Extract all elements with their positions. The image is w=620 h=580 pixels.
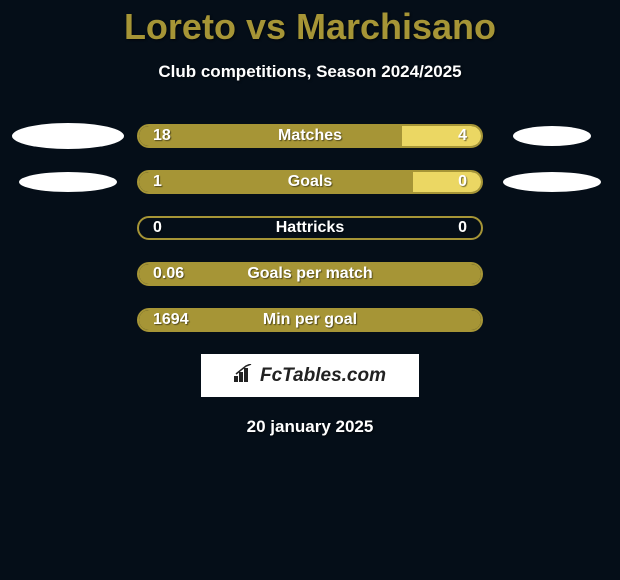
stat-row: 1Goals0 xyxy=(0,170,620,194)
right-ellipse-slot xyxy=(493,126,611,146)
right-ellipse xyxy=(513,126,591,146)
left-ellipse xyxy=(12,123,124,149)
logo-text: FcTables.com xyxy=(260,365,386,387)
date-text: 20 january 2025 xyxy=(0,417,620,437)
right-ellipse xyxy=(503,172,601,192)
stat-row: 0.06Goals per match xyxy=(0,262,620,286)
stat-bar: 18Matches4 xyxy=(137,124,483,148)
stats-container: 18Matches41Goals00Hattricks00.06Goals pe… xyxy=(0,124,620,332)
player1-name: Loreto xyxy=(124,6,236,47)
fctables-logo[interactable]: FcTables.com xyxy=(201,354,419,397)
vs-text: vs xyxy=(236,6,296,47)
player2-name: Marchisano xyxy=(296,6,496,47)
stat-label: Goals xyxy=(139,173,481,191)
stat-label: Min per goal xyxy=(139,311,481,329)
stat-label: Hattricks xyxy=(139,219,481,237)
left-ellipse xyxy=(19,172,117,192)
stat-row: 18Matches4 xyxy=(0,124,620,148)
stat-value-right: 4 xyxy=(458,127,467,145)
stat-label: Goals per match xyxy=(139,265,481,283)
stat-bar: 1694Min per goal xyxy=(137,308,483,332)
stat-bar: 0Hattricks0 xyxy=(137,216,483,240)
stat-label: Matches xyxy=(139,127,481,145)
stat-row: 0Hattricks0 xyxy=(0,216,620,240)
stat-value-right: 0 xyxy=(458,219,467,237)
stat-value-right: 0 xyxy=(458,173,467,191)
comparison-widget: Loreto vs Marchisano Club competitions, … xyxy=(0,0,620,580)
left-ellipse-slot xyxy=(9,172,127,192)
right-ellipse-slot xyxy=(493,172,611,192)
page-title: Loreto vs Marchisano xyxy=(0,0,620,48)
stat-row: 1694Min per goal xyxy=(0,308,620,332)
chart-icon xyxy=(234,364,256,388)
left-ellipse-slot xyxy=(9,123,127,149)
subtitle: Club competitions, Season 2024/2025 xyxy=(0,62,620,82)
stat-bar: 0.06Goals per match xyxy=(137,262,483,286)
stat-bar: 1Goals0 xyxy=(137,170,483,194)
